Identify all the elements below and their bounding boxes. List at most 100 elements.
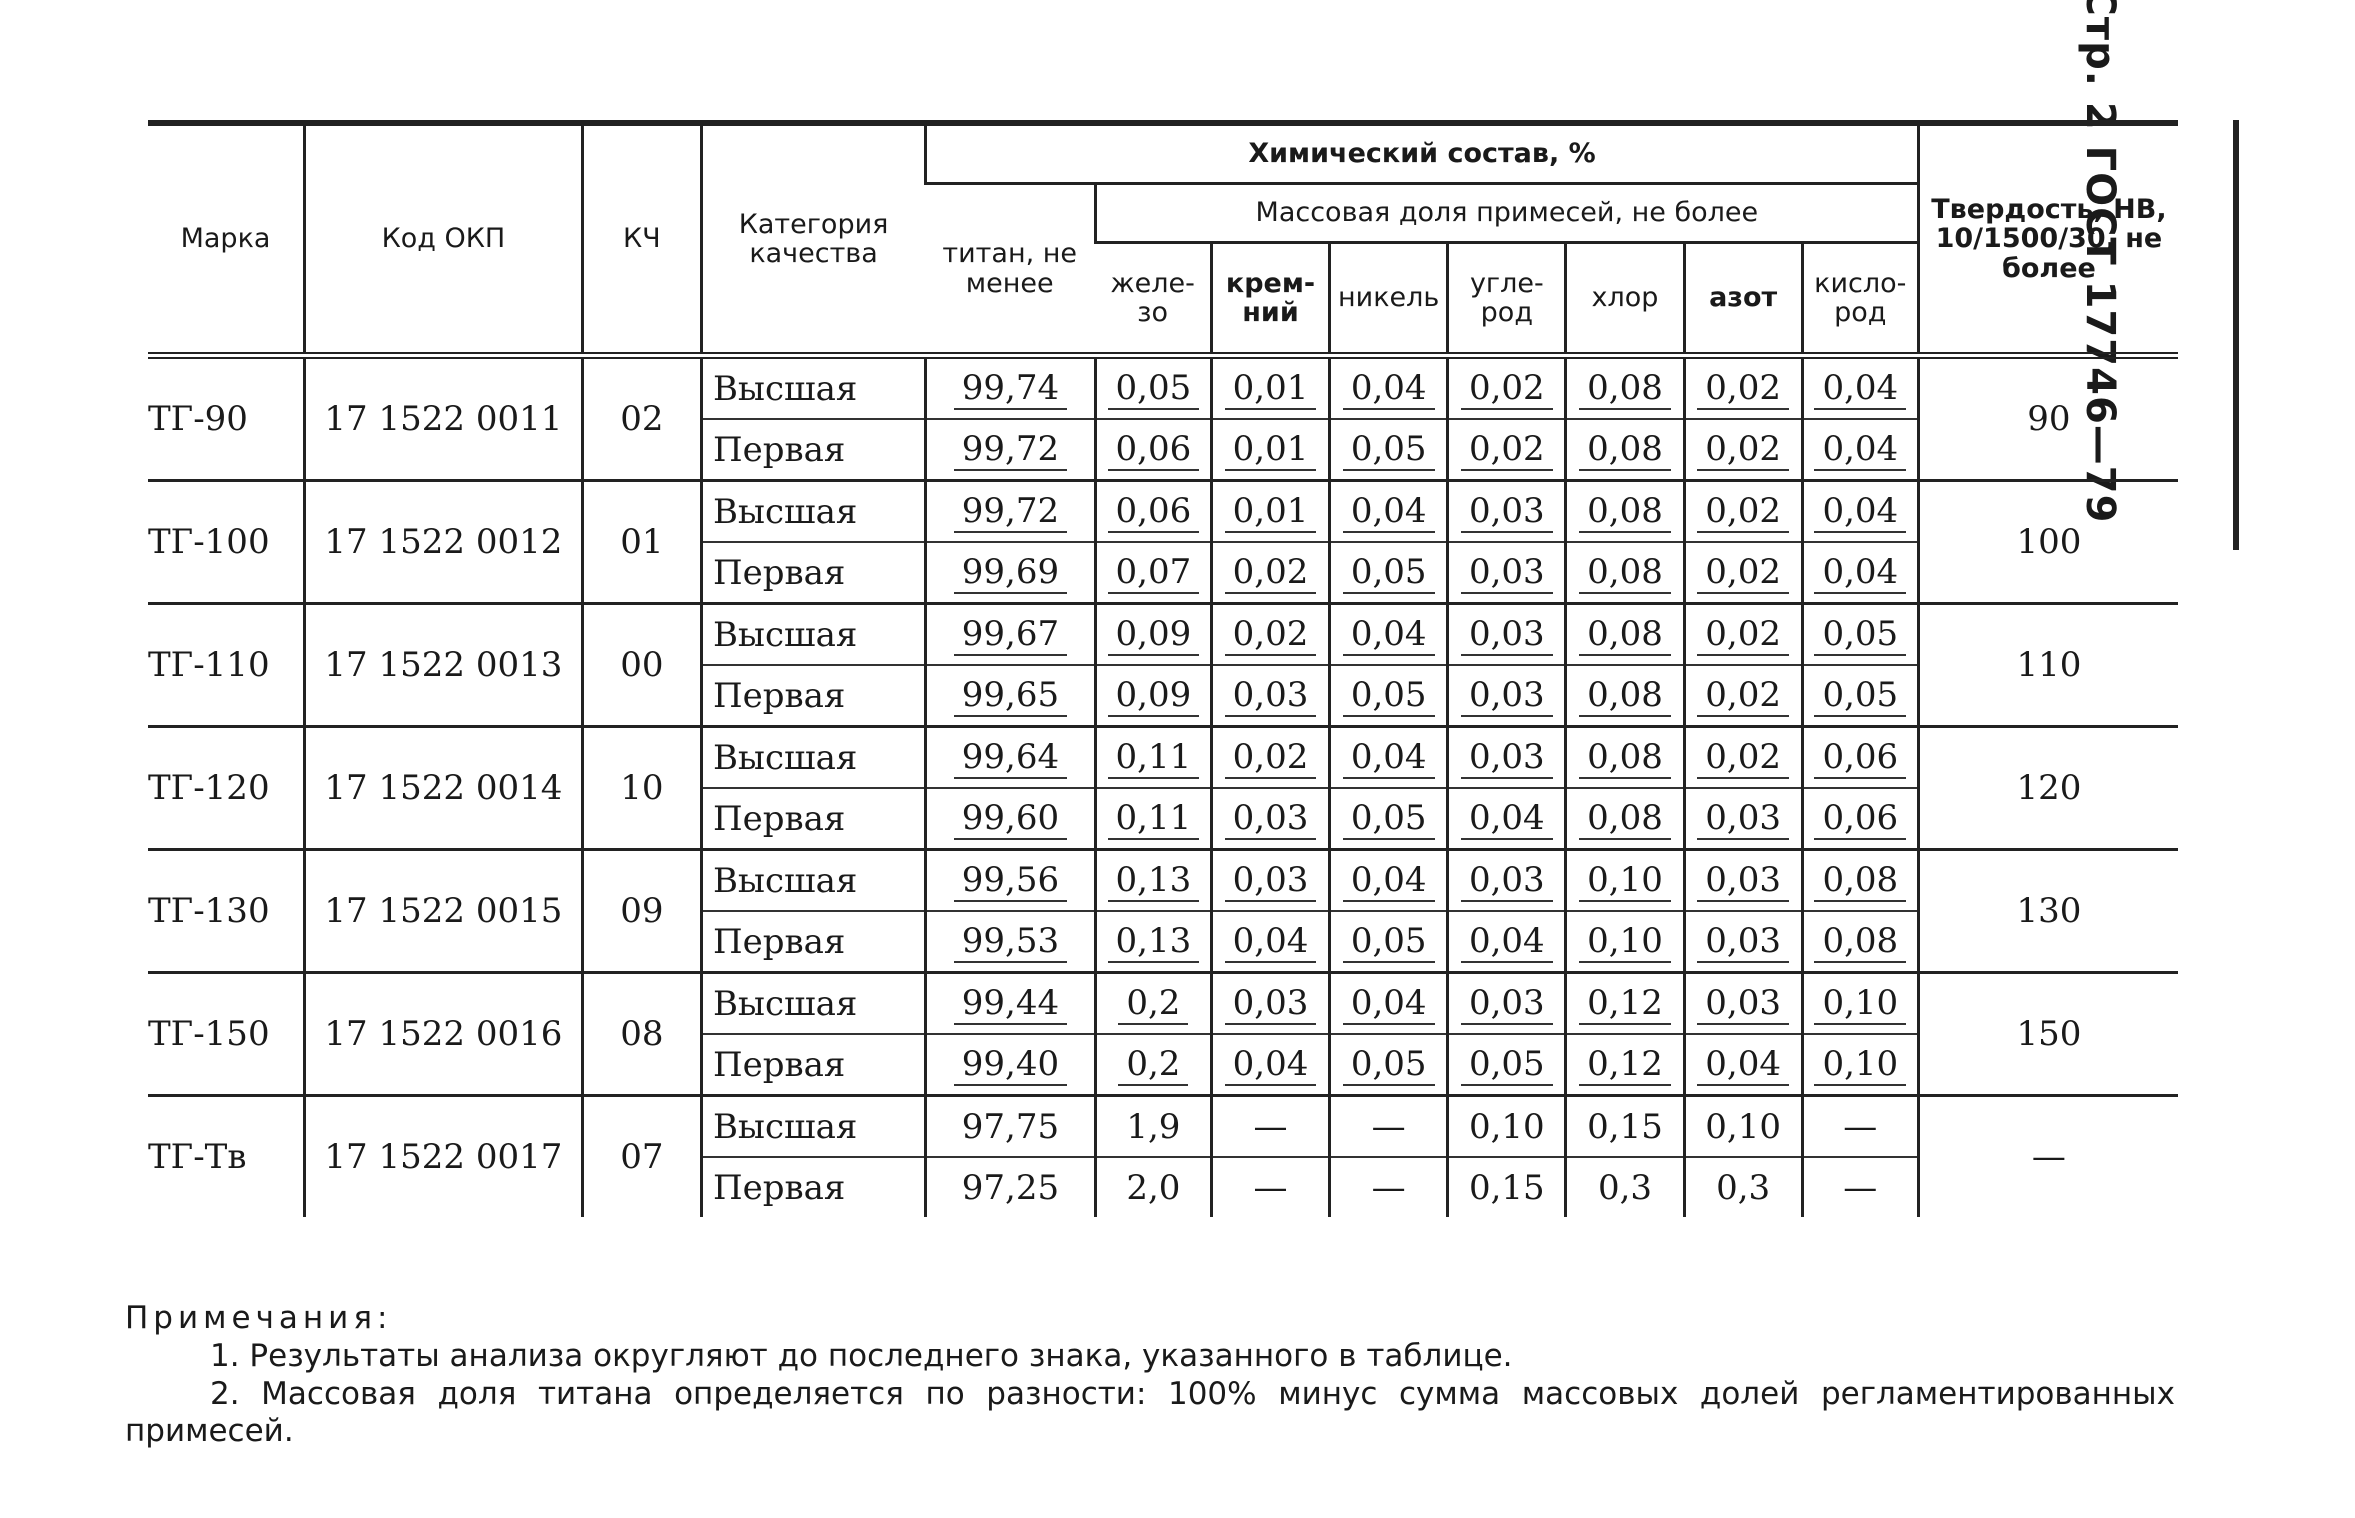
- cell-value-c: 0,04: [1446, 911, 1566, 974]
- cell-value-text: 0,07: [1107, 552, 1200, 594]
- cell-value-text: 0,02: [1697, 491, 1789, 533]
- cell-value-n: 0,02: [1682, 665, 1803, 728]
- cell-value-ti: 97,25: [924, 1157, 1096, 1217]
- cell-value-si: 0,02: [1209, 542, 1330, 605]
- cell-value-text: 0,05: [1460, 1044, 1553, 1086]
- cell-value-si: —: [1209, 1157, 1330, 1217]
- cell-value-cl: 0,10: [1564, 849, 1685, 912]
- table-row: Первая 99,60 0,11 0,03 0,05 0,04 0,08 0,03 0,06: [148, 788, 2178, 851]
- cell-value-text: 0,03: [1460, 614, 1553, 656]
- cell-value-ti: 99,53: [924, 911, 1096, 974]
- header-impurities: Массовая доля примесей, не более: [1093, 183, 1919, 244]
- cell-value-text: 0,01: [1224, 429, 1317, 471]
- cell-kod-okp: 17 1522 0016: [303, 972, 583, 1097]
- cell-kch: 10: [580, 726, 702, 851]
- cell-value-o: 0,04: [1800, 542, 1919, 605]
- cell-value-o: 0,06: [1800, 726, 1919, 789]
- cell-value-text: 0,03: [1697, 798, 1789, 840]
- table-row: Первая 99,53 0,13 0,04 0,05 0,04 0,10 0,03 0,08: [148, 911, 2178, 974]
- table-row: Первая 99,72 0,06 0,01 0,05 0,02 0,08 0,02 0,04: [148, 419, 2178, 482]
- cell-value-text: 1,9: [1126, 1106, 1181, 1147]
- cell-value-text: 0,10: [1579, 921, 1671, 963]
- cell-value-n: 0,02: [1682, 355, 1803, 420]
- cell-value-text: 0,06: [1814, 798, 1907, 840]
- cell-value-text: 0,08: [1579, 737, 1671, 779]
- cell-value-n: 0,03: [1682, 788, 1803, 851]
- cell-value-text: —: [1371, 1106, 1406, 1147]
- cell-value-text: 0,15: [1468, 1167, 1545, 1208]
- cell-value-n: 0,02: [1682, 726, 1803, 789]
- table-row: ТГ-100 17 1522 0012 01 Высшая 99,72 0,06 0,01 0…: [148, 480, 2178, 605]
- cell-value-fe: 2,0: [1093, 1157, 1212, 1217]
- cell-kod-okp: 17 1522 0014: [303, 726, 583, 851]
- cell-value-cl: 0,08: [1564, 419, 1685, 482]
- cell-category: Высшая: [699, 480, 926, 543]
- header-kod-okp: Код ОКП: [303, 123, 583, 357]
- cell-kch: 09: [580, 849, 702, 974]
- cell-hardness: 110: [1916, 603, 2178, 728]
- cell-value-text: 0,3: [1597, 1167, 1653, 1208]
- cell-marka: ТГ-130: [148, 849, 305, 974]
- cell-value-ni: 0,05: [1328, 1034, 1448, 1097]
- cell-value-text: 99,53: [953, 921, 1068, 963]
- cell-value-text: 0,04: [1814, 491, 1907, 533]
- cell-value-cl: 0,08: [1564, 480, 1685, 543]
- cell-value-ni: 0,04: [1328, 603, 1448, 666]
- cell-value-fe: 1,9: [1093, 1095, 1212, 1158]
- cell-value-text: 0,04: [1224, 921, 1317, 963]
- cell-value-text: 0,12: [1579, 1044, 1671, 1086]
- cell-value-text: 0,11: [1107, 798, 1200, 840]
- cell-value-text: 99,40: [953, 1044, 1068, 1086]
- cell-value-o: 0,10: [1800, 1034, 1919, 1097]
- cell-value-text: 99,44: [953, 983, 1068, 1025]
- cell-value-text: 0,04: [1342, 737, 1435, 779]
- cell-value-text: 0,10: [1814, 1044, 1907, 1086]
- cell-kod-okp: 17 1522 0015: [303, 849, 583, 974]
- table-header: Марка Код ОКП КЧ Категория качества Хими…: [148, 123, 2178, 357]
- cell-value-n: 0,04: [1682, 1034, 1803, 1097]
- cell-value-text: 0,15: [1587, 1106, 1663, 1147]
- cell-value-fe: 0,09: [1093, 665, 1212, 728]
- cell-value-n: 0,02: [1682, 419, 1803, 482]
- header-nickel: никель: [1328, 242, 1448, 356]
- cell-value-text: 97,75: [961, 1106, 1060, 1147]
- cell-value-ti: 99,65: [924, 665, 1096, 728]
- cell-value-fe: 0,07: [1093, 542, 1212, 605]
- cell-value-c: 0,10: [1446, 1095, 1566, 1158]
- cell-value-text: 0,05: [1342, 675, 1435, 717]
- cell-value-text: 0,13: [1107, 921, 1200, 963]
- cell-value-ti: 99,60: [924, 788, 1096, 851]
- cell-value-n: 0,02: [1682, 480, 1803, 543]
- cell-value-si: 0,04: [1209, 1034, 1330, 1097]
- cell-value-c: 0,03: [1446, 603, 1566, 666]
- cell-value-c: 0,03: [1446, 726, 1566, 789]
- cell-value-text: 0,04: [1342, 860, 1435, 902]
- cell-category: Первая: [699, 911, 926, 974]
- cell-value-ti: 99,74: [924, 355, 1096, 420]
- cell-value-text: 0,09: [1107, 675, 1200, 717]
- cell-value-ni: 0,04: [1328, 726, 1448, 789]
- cell-value-text: 0,01: [1224, 368, 1317, 410]
- cell-value-text: 0,08: [1579, 675, 1671, 717]
- cell-value-n: 0,03: [1682, 849, 1803, 912]
- cell-value-ti: 99,56: [924, 849, 1096, 912]
- cell-value-n: 0,03: [1682, 911, 1803, 974]
- cell-value-text: 0,02: [1697, 552, 1789, 594]
- cell-value-text: 0,04: [1342, 614, 1435, 656]
- cell-value-text: 0,03: [1697, 921, 1789, 963]
- note-item: 2. Массовая доля титана определяется по …: [125, 1375, 2175, 1450]
- cell-value-ni: 0,05: [1328, 542, 1448, 605]
- cell-kch: 00: [580, 603, 702, 728]
- cell-value-text: 97,25: [961, 1167, 1060, 1208]
- cell-value-text: 0,05: [1814, 675, 1907, 717]
- cell-value-ni: 0,04: [1328, 480, 1448, 543]
- cell-value-c: 0,05: [1446, 1034, 1566, 1097]
- cell-value-ti: 99,72: [924, 480, 1096, 543]
- cell-value-text: 0,03: [1460, 983, 1553, 1025]
- cell-value-si: —: [1209, 1095, 1330, 1158]
- cell-value-text: 0,10: [1814, 983, 1907, 1025]
- cell-value-text: 0,2: [1118, 1044, 1189, 1086]
- cell-category: Высшая: [699, 849, 926, 912]
- cell-value-n: 0,02: [1682, 603, 1803, 666]
- cell-value-text: 99,56: [953, 860, 1068, 902]
